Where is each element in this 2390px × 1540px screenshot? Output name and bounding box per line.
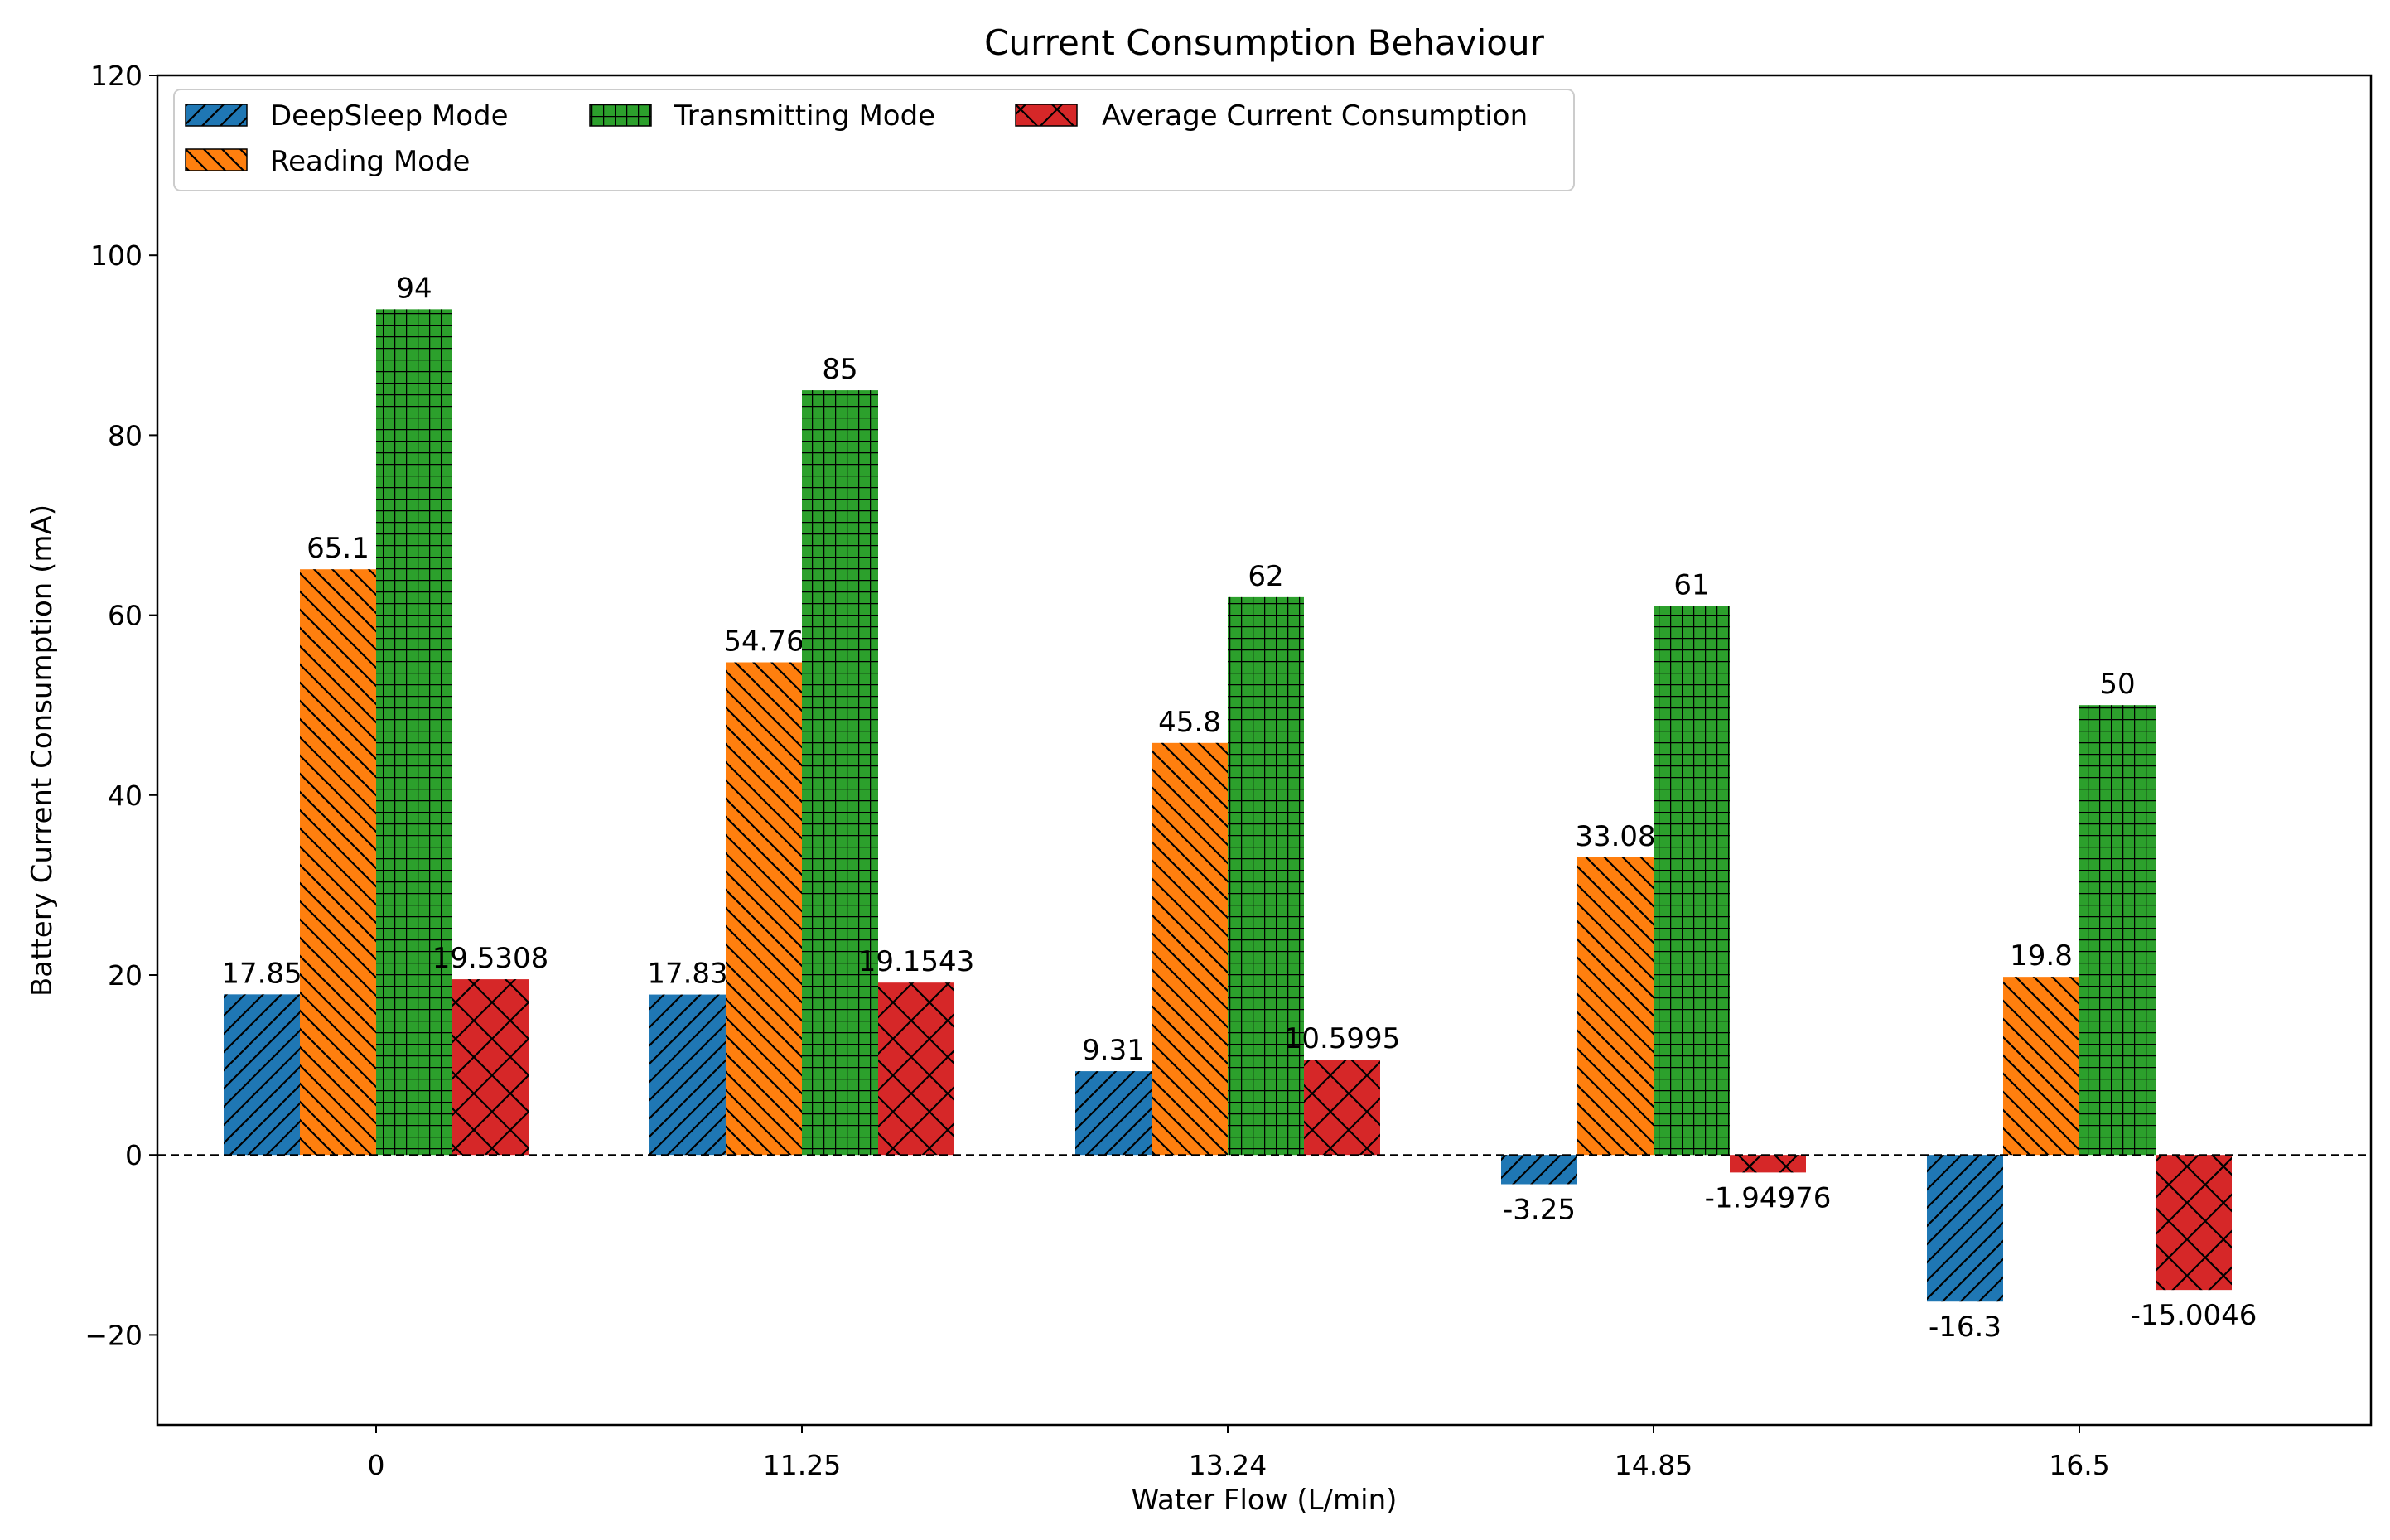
bar-hatch [2079, 705, 2156, 1156]
data-label: 33.08 [1575, 820, 1655, 853]
bar-hatch [649, 994, 726, 1156]
data-label: 19.1543 [858, 945, 975, 978]
bar-hatch [1730, 1155, 1806, 1173]
bar-hatch [1654, 606, 1730, 1156]
legend-label-deepsleep: DeepSleep Mode [270, 99, 509, 133]
x-tick-label: 16.5 [2049, 1449, 2109, 1481]
bar-hatch [1152, 742, 1228, 1156]
y-tick-label: 100 [90, 239, 142, 272]
bar-hatch [1228, 596, 1304, 1156]
bar-hatch [376, 309, 452, 1156]
data-label: 10.5995 [1284, 1022, 1401, 1055]
legend-label-reading: Reading Mode [270, 145, 470, 178]
bar-hatch [726, 662, 802, 1156]
bar-hatch [452, 979, 529, 1156]
data-label: 50 [2099, 668, 2135, 701]
data-label: 62 [1248, 560, 1283, 593]
data-label: -15.0046 [2131, 1299, 2257, 1332]
data-label: 9.31 [1082, 1034, 1145, 1067]
legend-label-average: Average Current Consumption [1102, 99, 1528, 133]
bar-hatch [1577, 857, 1654, 1156]
y-tick-label: 20 [108, 959, 142, 992]
plot-frame [156, 74, 2373, 1427]
x-tick-label: 0 [368, 1449, 385, 1481]
x-tick-label: 14.85 [1615, 1449, 1692, 1481]
x-tick-label: 11.25 [763, 1449, 841, 1481]
legend-entry-average: Average Current Consumption [1015, 99, 1528, 133]
bar-hatch [224, 994, 300, 1156]
y-tick-label: 120 [90, 60, 142, 92]
bar-hatch [1927, 1155, 2003, 1302]
data-label: 94 [396, 272, 432, 305]
x-tick-label: 13.24 [1189, 1449, 1267, 1481]
plot-area: −20 0 20 40 60 80 100 120 0 11.25 13.24 14.85 16.5 17… [84, 60, 2373, 1481]
x-axis-label: Water Flow (L/min) [1132, 1484, 1398, 1517]
data-label: 45.8 [1158, 706, 1221, 739]
data-label: 19.5308 [432, 942, 549, 975]
data-label: 17.83 [647, 958, 727, 991]
bar-hatch [2003, 977, 2079, 1156]
bar-hatch [2156, 1155, 2232, 1291]
legend-entry-transmitting: Transmitting Mode [589, 99, 935, 133]
data-label: 17.85 [221, 957, 302, 990]
data-label: -1.94976 [1705, 1181, 1832, 1214]
legend-frame [173, 89, 1575, 191]
legend-entry-reading: Reading Mode [185, 145, 470, 178]
data-label: -16.3 [1929, 1311, 2001, 1344]
y-tick-label: 40 [108, 780, 142, 812]
bar-hatch [802, 390, 878, 1156]
data-label: 61 [1673, 569, 1709, 602]
bar-hatch [1304, 1060, 1380, 1156]
data-label: 85 [822, 353, 857, 386]
legend-entry-deepsleep: DeepSleep Mode [185, 99, 509, 133]
chart-title: Current Consumption Behaviour [984, 22, 1544, 63]
bar-hatch [878, 982, 954, 1156]
y-tick-label: 80 [108, 419, 142, 451]
bar-hatch [300, 569, 376, 1156]
y-tick-label: −20 [84, 1319, 142, 1351]
legend-label-transmitting: Transmitting Mode [674, 99, 935, 133]
y-tick-label: 60 [108, 600, 142, 632]
legend: DeepSleep Mode Reading Mode Transmitting… [173, 89, 1575, 191]
y-tick-label: 0 [125, 1139, 142, 1171]
y-axis-label: Battery Current Consumption (mA) [26, 504, 59, 997]
bar-hatch [1075, 1071, 1152, 1156]
data-label: -3.25 [1503, 1193, 1576, 1226]
data-label: 54.76 [723, 625, 804, 659]
data-label: 65.1 [307, 532, 369, 565]
data-label: 19.8 [2010, 939, 2073, 973]
bar-hatch [1501, 1155, 1577, 1185]
